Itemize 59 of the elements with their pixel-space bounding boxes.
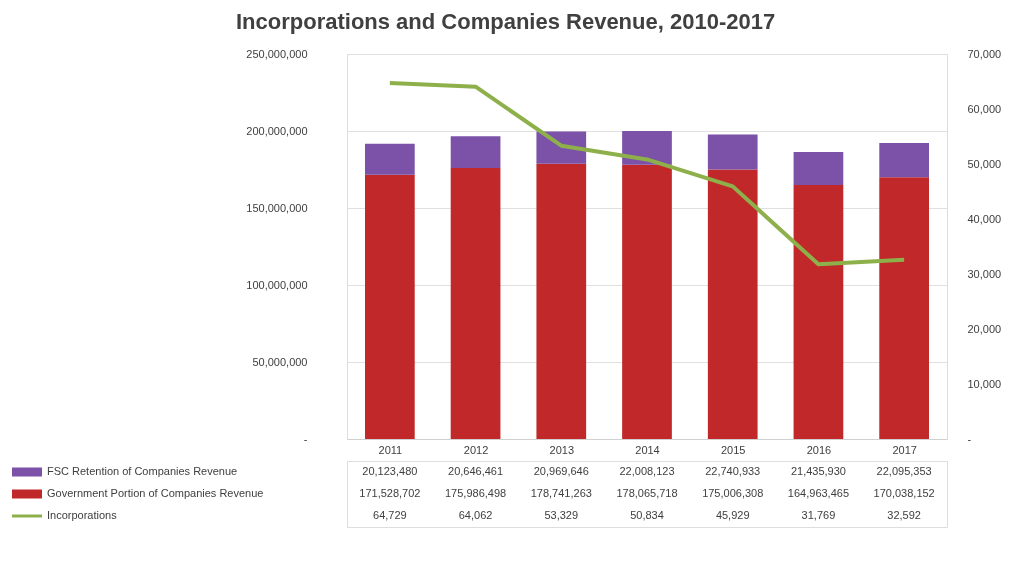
x-tick-label: 2015: [720, 443, 746, 456]
y2-tick-label: 60,000: [967, 102, 1002, 115]
y2-tick-label: 10,000: [967, 377, 1002, 390]
data-label: 20,646,461: [448, 465, 504, 477]
x-tick-label: 2013: [549, 443, 575, 456]
bar: [707, 134, 758, 170]
data-label: 21,435,930: [790, 465, 846, 477]
y2-tick-label: 30,000: [967, 267, 1002, 280]
y-tick-label: -: [303, 432, 308, 445]
data-label: 32,592: [887, 509, 921, 521]
bar: [365, 143, 415, 175]
data-label: 50,834: [630, 509, 664, 521]
data-label: 64,062: [458, 509, 493, 521]
x-tick-label: 2014: [635, 443, 660, 456]
x-tick-label: 2016: [806, 443, 832, 456]
data-label: 31,769: [801, 509, 836, 521]
bar: [793, 184, 844, 439]
data-label: 64,729: [373, 509, 407, 521]
data-label: 171,528,702: [359, 487, 421, 499]
y-tick-label: 150,000,000: [246, 201, 308, 214]
data-label: 20,123,480: [362, 465, 418, 477]
y2-tick-label: 70,000: [967, 47, 1002, 60]
data-label: 22,095,353: [876, 465, 932, 477]
data-label: 22,008,123: [619, 465, 675, 477]
data-label: 22,740,933: [705, 465, 761, 477]
bar: [365, 174, 415, 439]
x-tick-label: 2017: [892, 443, 917, 456]
y2-tick-label: 20,000: [967, 322, 1002, 335]
data-label: 170,038,152: [873, 487, 935, 499]
data-label: 178,741,263: [530, 487, 592, 499]
bar: [450, 136, 501, 168]
y-tick-label: 250,000,000: [246, 47, 308, 60]
y2-tick-label: 50,000: [967, 157, 1002, 170]
data-label: 45,929: [715, 509, 750, 521]
bar: [879, 177, 929, 439]
y-tick-label: 100,000,000: [246, 278, 308, 291]
bar: [879, 143, 929, 178]
x-tick-label: 2012: [463, 443, 489, 456]
bar: [622, 164, 672, 439]
legend-label: Incorporations: [47, 509, 118, 521]
bar: [793, 151, 844, 185]
data-label: 175,006,308: [702, 487, 764, 499]
y2-tick-label: -: [967, 432, 972, 445]
data-label: 175,986,498: [444, 487, 507, 499]
y2-tick-label: 40,000: [967, 212, 1002, 225]
data-label: 164,963,465: [787, 487, 850, 499]
bar: [450, 167, 501, 439]
data-label: 20,969,646: [533, 465, 589, 477]
x-tick-label: 2011: [378, 443, 403, 456]
data-label: 178,065,718: [616, 487, 678, 499]
line-series: [387, 80, 907, 267]
data-label: 53,329: [544, 509, 579, 521]
bar: [707, 169, 758, 439]
legend-label: Government Portion of Companies Revenue: [47, 487, 264, 499]
y-tick-label: 50,000,000: [252, 355, 308, 368]
chart-title: Incorporations and Companies Revenue, 2010-2017: [235, 8, 776, 34]
legend-label: FSC Retention of Companies Revenue: [47, 465, 238, 477]
y-tick-label: 200,000,000: [246, 124, 308, 137]
bar: [536, 163, 587, 439]
